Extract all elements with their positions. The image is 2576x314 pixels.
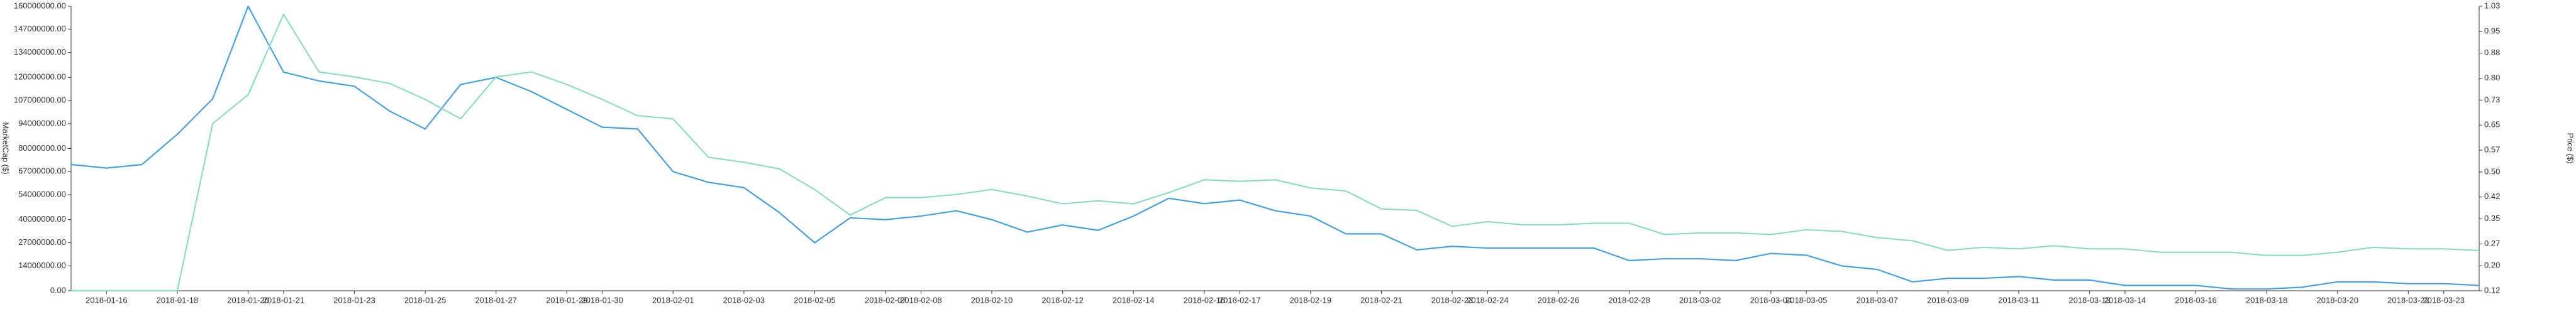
y2-tick-label: 0.12 [2484, 285, 2500, 295]
x-tick-label: 2018-03-02 [1679, 295, 1721, 305]
x-tick-label: 2018-02-16 [1184, 295, 1226, 305]
y-tick-label: 94000000.00 [18, 118, 66, 127]
x-tick-label: 2018-02-03 [723, 295, 765, 305]
x-tick-label: 2018-03-20 [2317, 295, 2359, 305]
x-tick-label: 2018-01-29 [546, 295, 588, 305]
x-tick-label: 2018-02-21 [1360, 295, 1402, 305]
x-tick-label: 2018-03-07 [1857, 295, 1899, 305]
x-tick-label: 2018-03-22 [2387, 295, 2429, 305]
x-tick-label: 2018-03-23 [2423, 295, 2465, 305]
y-tick-label: 27000000.00 [18, 237, 66, 247]
x-tick-label: 2018-02-14 [1113, 295, 1155, 305]
x-tick-label: 2018-01-16 [86, 295, 128, 305]
y-tick-label: 120000000.00 [14, 72, 66, 82]
y2-tick-label: 0.27 [2484, 239, 2500, 248]
y2-tick-label: 0.73 [2484, 95, 2500, 104]
x-tick-label: 2018-01-27 [475, 295, 517, 305]
y2-tick-label: 0.57 [2484, 144, 2500, 154]
y2-tick-label: 0.20 [2484, 261, 2500, 270]
x-tick-label: 2018-01-18 [157, 295, 199, 305]
y-tick-label: 67000000.00 [18, 166, 66, 176]
x-tick-label: 2018-02-17 [1219, 295, 1261, 305]
x-tick-label: 2018-01-21 [263, 295, 305, 305]
y-tick-label: 160000000.00 [14, 1, 66, 10]
y2-tick-label: 0.42 [2484, 192, 2500, 201]
y2-tick-label: 0.88 [2484, 48, 2500, 57]
x-tick-label: 2018-02-08 [900, 295, 942, 305]
x-tick-label: 2018-03-14 [2104, 295, 2146, 305]
x-tick-label: 2018-03-11 [1998, 295, 2040, 305]
x-tick-label: 2018-02-28 [1608, 295, 1650, 305]
y2-tick-label: 0.80 [2484, 73, 2500, 82]
x-tick-label: 2018-02-23 [1431, 295, 1474, 305]
x-tick-label: 2018-02-24 [1467, 295, 1509, 305]
x-tick-label: 2018-02-10 [971, 295, 1013, 305]
y-tick-label: 0.00 [50, 285, 66, 295]
y2-tick-label: 0.95 [2484, 26, 2500, 35]
x-tick-label: 2018-02-05 [794, 295, 836, 305]
y2-tick-label: 0.50 [2484, 166, 2500, 176]
x-tick-label: 2018-02-26 [1538, 295, 1580, 305]
x-tick-label: 2018-03-16 [2175, 295, 2217, 305]
line-series [71, 13, 2480, 292]
x-tick-label: 2018-02-19 [1290, 295, 1332, 305]
y-tick-label: 80000000.00 [18, 143, 66, 153]
x-tick-label: 2018-03-13 [2068, 295, 2111, 305]
y-tick-label: 147000000.00 [14, 24, 66, 33]
x-tick-label: 2018-03-09 [1927, 295, 1969, 305]
x-tick-label: 2018-03-04 [1750, 295, 1792, 305]
y-tick-label: 14000000.00 [18, 261, 66, 270]
x-tick-label: 2018-01-20 [227, 295, 269, 305]
y2-tick-label: 1.03 [2484, 1, 2500, 10]
x-tick-label: 2018-03-18 [2246, 295, 2288, 305]
x-tick-label: 2018-01-25 [404, 295, 447, 305]
y2-axis-title: Price ($) [2566, 133, 2575, 163]
y-tick-label: 40000000.00 [18, 214, 66, 224]
x-tick-label: 2018-02-12 [1041, 295, 1084, 305]
x-tick-label: 2018-01-23 [333, 295, 375, 305]
y2-tick-label: 0.65 [2484, 120, 2500, 129]
y2-tick-label: 0.35 [2484, 214, 2500, 223]
x-tick-label: 2018-03-05 [1785, 295, 1828, 305]
x-tick-label: 2018-01-30 [581, 295, 623, 305]
y-tick-label: 134000000.00 [14, 47, 66, 57]
y-axis-title: MarketCap ($) [1, 122, 11, 174]
y-tick-label: 107000000.00 [14, 95, 66, 104]
line-series [70, 5, 2480, 290]
x-tick-label: 2018-02-07 [865, 295, 907, 305]
y-tick-label: 54000000.00 [18, 190, 66, 199]
x-tick-label: 2018-02-01 [652, 295, 694, 305]
